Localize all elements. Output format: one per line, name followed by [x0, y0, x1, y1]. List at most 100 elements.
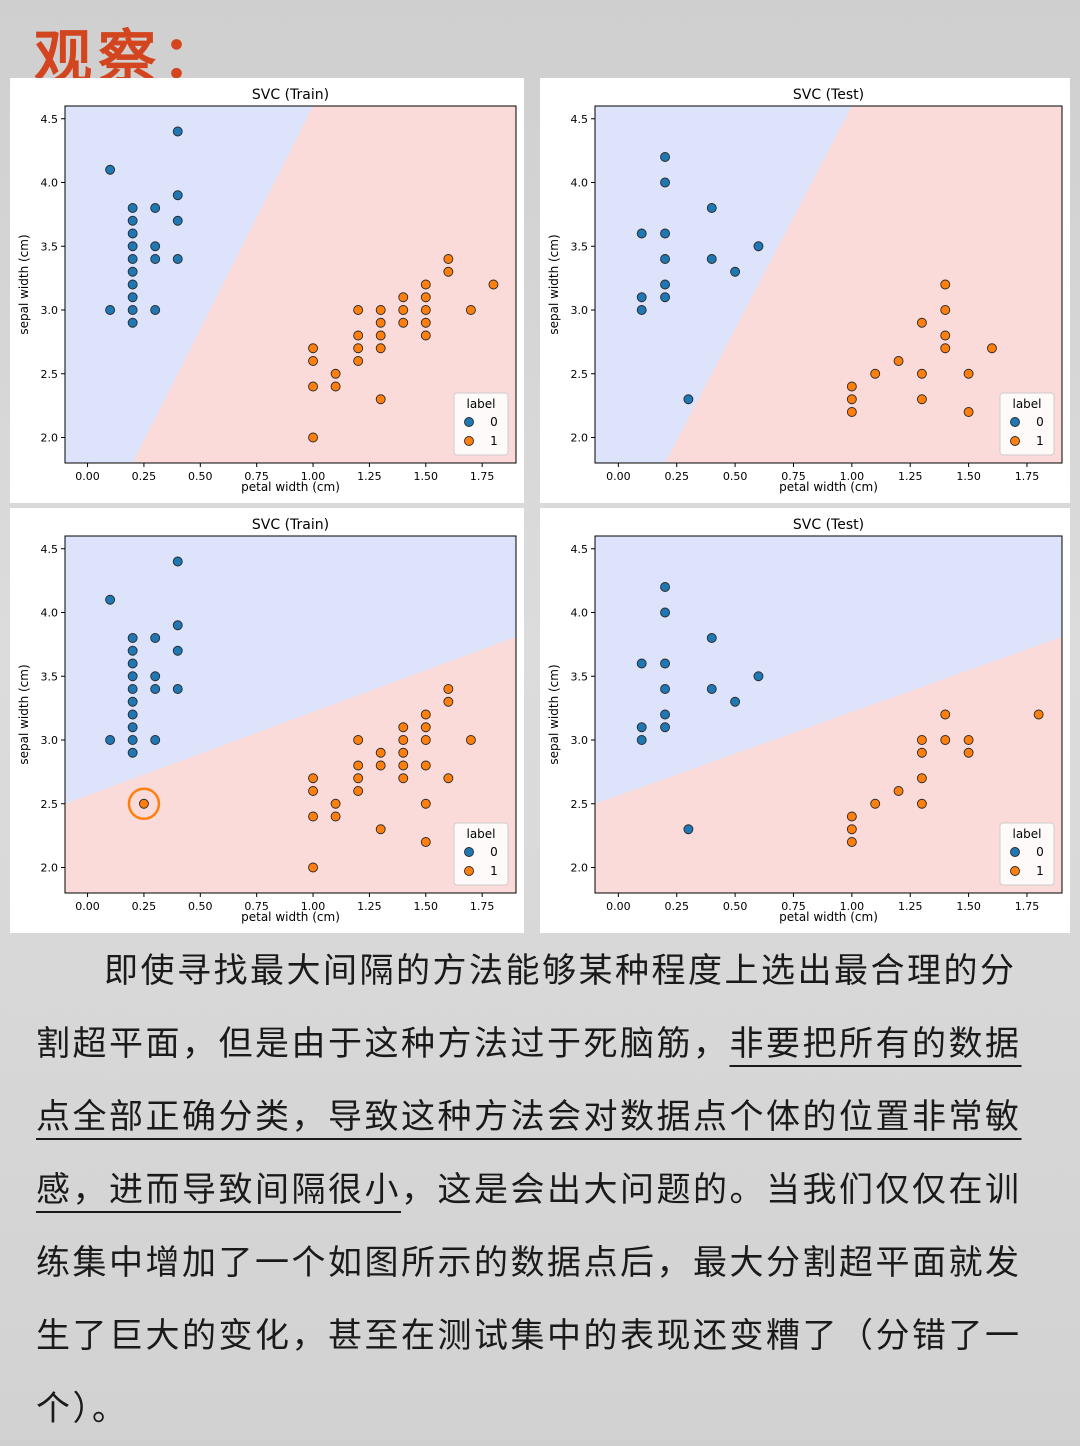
data-point-class-0 — [636, 722, 647, 733]
data-point-class-0 — [660, 228, 671, 239]
data-point-class-1 — [330, 798, 341, 809]
data-point-class-0 — [753, 241, 764, 252]
region-class-1 — [132, 106, 516, 463]
data-point-class-1 — [846, 824, 857, 835]
data-point-class-1 — [398, 735, 409, 745]
data-point-class-1 — [308, 862, 318, 873]
data-point-class-0 — [683, 824, 694, 835]
axes-frame — [64, 535, 517, 894]
x-tick-label: 1.25 — [357, 470, 382, 483]
scatter-chart: SVC (Train) 0.00 0.25 0.50 0.75 1.00 1.25 1.50 1… — [17, 87, 517, 494]
data-point-class-0 — [636, 658, 647, 669]
data-point-class-0 — [636, 292, 647, 303]
legend-marker-1 — [464, 436, 474, 446]
x-tick-label: 1.75 — [470, 900, 495, 913]
x-axis-label: petal width (cm) — [779, 910, 878, 924]
data-point-class-0 — [636, 305, 647, 315]
legend-title: label — [466, 397, 495, 411]
data-point-class-0 — [660, 152, 671, 162]
legend-label-0: 0 — [1036, 415, 1044, 429]
data-point-class-1 — [488, 279, 499, 290]
data-point-class-1 — [846, 407, 857, 417]
data-point-class-1 — [940, 735, 951, 745]
chart-title: SVC (Test) — [793, 87, 864, 103]
data-point-class-1 — [398, 305, 409, 315]
x-tick-label: 0.00 — [75, 900, 100, 913]
chart-panel-test-1: SVC (Test) 0.00 0.25 0.50 0.75 1.00 1.25 1.50 1.… — [540, 78, 1070, 503]
legend-label-0: 0 — [1036, 845, 1044, 859]
legend: label 0 1 — [453, 392, 509, 456]
data-point-class-1 — [398, 747, 409, 758]
legend-marker-1 — [1010, 866, 1020, 876]
y-axis-label: sepal width (cm) — [17, 664, 31, 764]
data-point-class-1 — [330, 811, 341, 822]
data-point-class-0 — [660, 658, 671, 669]
x-tick-label: 0.75 — [781, 900, 806, 913]
data-point-class-0 — [150, 671, 161, 682]
chart-panel-train-2: SVC (Train) 0.00 0.25 0.50 0.75 1.00 1.25 1.50 1… — [10, 508, 524, 933]
data-point-class-0 — [730, 696, 741, 707]
data-point-class-0 — [660, 709, 671, 720]
scatter-chart: SVC (Train) 0.00 0.25 0.50 0.75 1.00 1.25 1.50 1… — [17, 517, 517, 924]
data-point-class-0 — [127, 254, 138, 264]
data-point-class-1 — [465, 305, 476, 315]
data-point-class-0 — [172, 254, 183, 264]
data-point-class-1 — [916, 747, 927, 758]
data-point-class-1 — [375, 343, 386, 354]
data-point-class-1 — [916, 317, 927, 328]
y-tick-label: 4.5 — [571, 543, 589, 556]
data-point-class-0 — [127, 305, 138, 315]
data-point-class-1 — [870, 798, 881, 809]
y-tick-label: 4.5 — [41, 113, 59, 126]
data-point-class-1 — [963, 747, 974, 758]
legend-marker-1 — [1010, 436, 1020, 446]
data-point-class-1 — [353, 330, 364, 341]
x-tick-label: 1.75 — [470, 470, 495, 483]
x-tick-label: 1.75 — [1015, 900, 1040, 913]
x-tick-label: 1.25 — [898, 900, 923, 913]
data-point-class-1 — [846, 811, 857, 822]
data-point-class-0 — [127, 317, 138, 328]
data-point-class-0 — [127, 633, 138, 643]
x-tick-label: 0.75 — [244, 900, 269, 913]
data-point-class-1 — [353, 735, 364, 745]
data-point-class-1 — [375, 317, 386, 328]
data-point-class-0 — [730, 266, 741, 277]
x-tick-label: 0.25 — [664, 900, 689, 913]
region-class-1 — [595, 636, 1062, 893]
data-point-class-1 — [353, 773, 364, 784]
data-point-class-1 — [353, 760, 364, 771]
data-point-class-1 — [398, 292, 409, 303]
text-segment-3: ，这是会出大问题的。当我们仅仅在训练集中增加了一个如图所示的数据点后，最大分割超… — [36, 1170, 1022, 1429]
data-point-class-1 — [308, 773, 318, 784]
data-point-class-1 — [308, 381, 318, 392]
data-point-class-1 — [420, 292, 431, 303]
data-point-class-0 — [150, 305, 161, 315]
data-point-class-0 — [127, 722, 138, 733]
data-point-class-0 — [172, 620, 183, 631]
legend-marker-0 — [464, 847, 474, 857]
data-point-class-0 — [127, 735, 138, 745]
chart-panel-train-1: SVC (Train) 0.00 0.25 0.50 0.75 1.00 1.25 1.50 1… — [10, 78, 524, 503]
legend-marker-0 — [464, 417, 474, 427]
y-tick-label: 2.5 — [41, 798, 59, 811]
data-point-class-1 — [987, 343, 997, 354]
legend-title: label — [1012, 827, 1041, 841]
data-point-class-0 — [150, 633, 161, 643]
y-tick-label: 4.0 — [571, 177, 589, 190]
y-tick-label: 3.5 — [41, 240, 59, 253]
chart-panel-test-2: SVC (Test) 0.00 0.25 0.50 0.75 1.00 1.25 1.50 1.… — [540, 508, 1070, 933]
data-point-class-0 — [127, 215, 138, 226]
data-point-class-1 — [375, 747, 386, 758]
data-point-class-1 — [330, 381, 341, 392]
data-point-class-0 — [105, 305, 116, 315]
x-tick-label: 1.50 — [956, 900, 981, 913]
data-point-class-1 — [443, 266, 454, 277]
y-tick-label: 3.0 — [41, 304, 59, 317]
data-point-class-1 — [893, 786, 904, 796]
data-point-class-1 — [308, 811, 318, 822]
data-point-class-1 — [375, 305, 386, 315]
text-segment-1: 即使寻找最大间隔的方法能够某种程度上选出最合理的分割超平面，但是由于这种方法过于… — [36, 951, 1017, 1064]
y-tick-label: 3.0 — [571, 304, 589, 317]
data-point-class-1 — [420, 279, 431, 290]
